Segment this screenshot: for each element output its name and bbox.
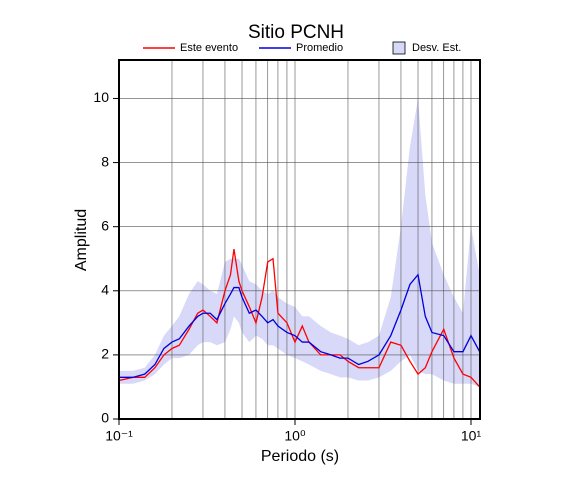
legend-label: Este evento — [180, 42, 238, 54]
x-tick-label: 10⁻¹ — [105, 428, 133, 444]
y-tick-label: 2 — [101, 346, 109, 362]
y-tick-label: 0 — [101, 410, 109, 426]
chart-title: Sitio PCNH — [248, 22, 344, 43]
y-tick-label: 4 — [101, 281, 109, 297]
y-tick-label: 10 — [93, 89, 109, 105]
legend-label: Desv. Est. — [412, 42, 461, 54]
series-line — [118, 249, 481, 388]
series-line — [119, 273, 481, 378]
y-axis-label: Amplitud — [73, 209, 90, 271]
y-tick-label: 8 — [101, 153, 109, 169]
plot-frame — [118, 59, 481, 420]
std-band — [119, 98, 480, 387]
x-tick-label: 10⁰ — [284, 428, 306, 444]
y-tick-label: 6 — [101, 217, 109, 233]
x-tick-label: 10¹ — [461, 428, 482, 444]
x-axis-label: Periodo (s) — [261, 448, 339, 465]
legend-label: Promedio — [296, 42, 343, 54]
legend-swatch — [392, 41, 406, 55]
